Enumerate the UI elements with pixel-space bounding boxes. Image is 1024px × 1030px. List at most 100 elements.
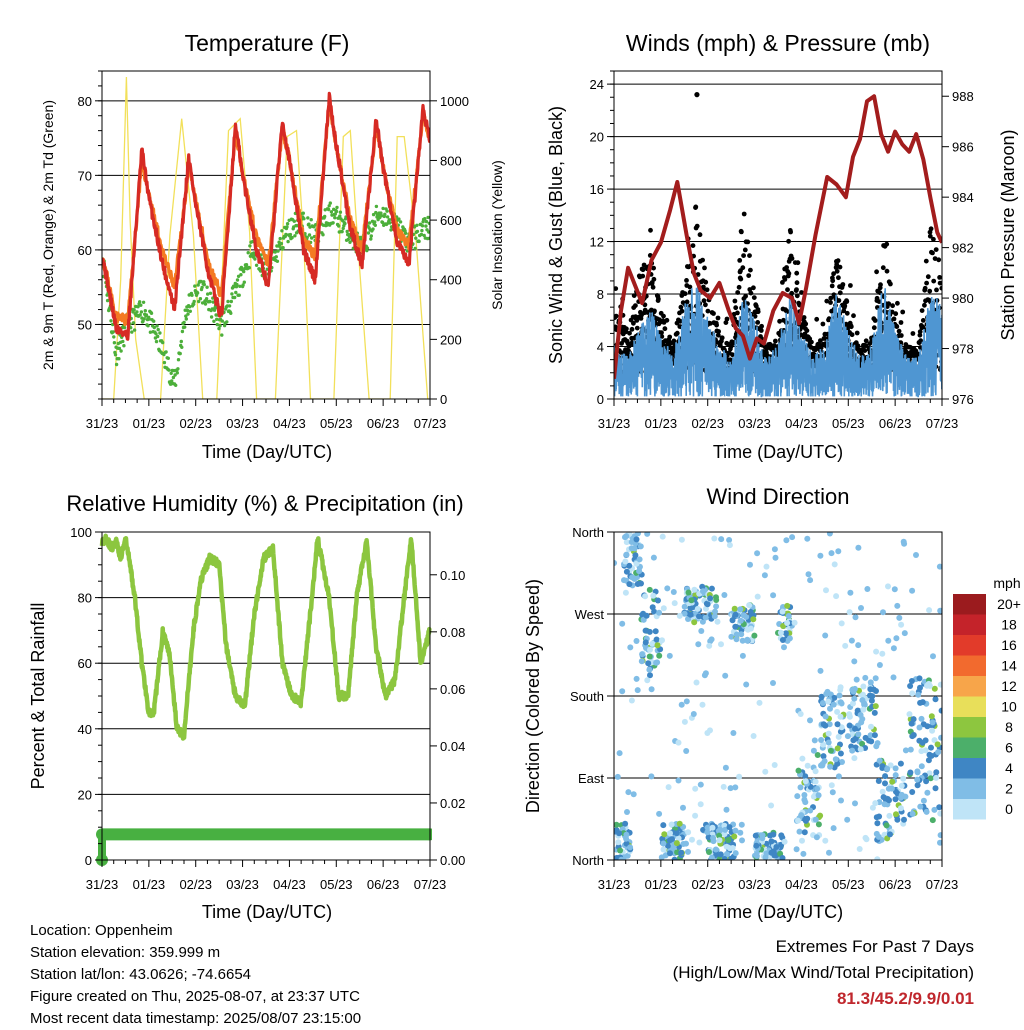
speed-legend-label: 8 bbox=[1005, 719, 1013, 735]
dewpoint-point bbox=[388, 221, 392, 225]
gust-point bbox=[937, 275, 942, 280]
wind-direction-point bbox=[666, 652, 673, 659]
gust-point bbox=[773, 338, 778, 344]
dewpoint-point bbox=[229, 311, 233, 315]
dewpoint-point bbox=[383, 212, 387, 216]
temperature-ytick-right-label: 400 bbox=[440, 273, 462, 288]
humidity-ytick-right-label: 0.08 bbox=[440, 625, 465, 640]
wind-direction-point bbox=[889, 778, 896, 785]
dewpoint-point bbox=[196, 283, 200, 287]
wind-direction-point bbox=[936, 563, 942, 570]
wind-direction-point bbox=[909, 587, 916, 594]
temperature-xtick-label: 03/23 bbox=[226, 416, 259, 431]
wind-direction-point bbox=[754, 593, 761, 600]
gust-point bbox=[746, 273, 752, 278]
gust-point bbox=[640, 273, 646, 279]
winds-ytick-label: 16 bbox=[590, 182, 604, 197]
humidity-ytick-label: 60 bbox=[78, 656, 92, 671]
wind-direction-point bbox=[822, 632, 829, 639]
winds-ytick-right-label: 980 bbox=[952, 291, 974, 306]
dewpoint-point bbox=[343, 221, 347, 226]
wind-direction-point bbox=[739, 637, 746, 644]
temperature-ytick-right-label: 800 bbox=[440, 153, 462, 168]
gust-point bbox=[748, 267, 753, 273]
wind-direction-point bbox=[835, 773, 842, 780]
wind-direction-point bbox=[725, 837, 732, 843]
wind-direction-point bbox=[665, 842, 671, 849]
wind-direction-point bbox=[782, 630, 789, 637]
gust-point bbox=[896, 328, 902, 334]
wind-direction-point bbox=[687, 611, 694, 618]
wind-direction-xtick-label: 31/23 bbox=[598, 877, 631, 892]
gust-point bbox=[872, 318, 878, 323]
gust-point bbox=[707, 321, 713, 326]
wind-direction-point bbox=[932, 785, 939, 792]
dewpoint-point bbox=[310, 236, 314, 240]
wind-direction-point bbox=[860, 683, 867, 690]
wind-direction-point bbox=[747, 561, 753, 568]
gust-point bbox=[898, 333, 904, 338]
wind-direction-point bbox=[831, 694, 838, 701]
wind-direction-point bbox=[931, 806, 938, 813]
dewpoint-point bbox=[292, 219, 296, 223]
humidity-xtick-label: 01/23 bbox=[133, 877, 166, 892]
winds-ytick-label: 12 bbox=[590, 235, 604, 250]
speed-legend-label: 14 bbox=[1001, 658, 1017, 674]
dewpoint-point bbox=[385, 215, 390, 219]
dewpoint-point bbox=[179, 339, 183, 344]
dewpoint-point bbox=[253, 257, 257, 261]
dewpoint-point bbox=[230, 292, 234, 296]
wind-direction-point bbox=[683, 840, 689, 847]
wind-direction-point bbox=[616, 750, 623, 757]
wind-direction-point bbox=[738, 821, 745, 828]
wind-direction-point bbox=[793, 846, 800, 853]
dewpoint-point bbox=[244, 263, 249, 267]
temperature-xlabel: Time (Day/UTC) bbox=[202, 442, 332, 462]
humidity-panel: Relative Humidity (%) & Precipitation (i… bbox=[28, 491, 465, 922]
dewpoint-point bbox=[397, 217, 401, 221]
wind-direction-point bbox=[768, 838, 775, 845]
gust-point bbox=[736, 284, 742, 290]
wind-direction-point bbox=[874, 820, 881, 827]
wind-direction-point bbox=[634, 687, 641, 694]
speed-legend-swatch bbox=[953, 676, 986, 697]
dewpoint-point bbox=[288, 232, 293, 237]
gust-point bbox=[682, 291, 688, 297]
gust-point bbox=[659, 330, 664, 335]
gust-point bbox=[739, 229, 744, 235]
gust-point bbox=[878, 282, 883, 288]
dewpoint-point bbox=[239, 273, 243, 277]
winds-xtick-label: 31/23 bbox=[598, 416, 631, 431]
gust-point bbox=[939, 285, 942, 291]
dewpoint-point bbox=[178, 351, 182, 356]
wind-direction-point bbox=[918, 763, 925, 770]
dewpoint-point bbox=[426, 215, 430, 220]
wind-direction-point bbox=[671, 856, 678, 860]
gust-point bbox=[724, 316, 730, 322]
dewpoint-point bbox=[217, 326, 221, 331]
humidity-xtick-label: 06/23 bbox=[367, 877, 400, 892]
wind-direction-point bbox=[813, 834, 820, 841]
wind-direction-point bbox=[873, 648, 880, 655]
wind-direction-point bbox=[685, 829, 692, 836]
wind-direction-point bbox=[872, 703, 879, 710]
wind-direction-point bbox=[812, 816, 819, 823]
wind-direction-point bbox=[785, 613, 792, 619]
wind-direction-point bbox=[712, 608, 718, 615]
dewpoint-point bbox=[328, 201, 332, 205]
wind-direction-point bbox=[779, 608, 786, 615]
wind-direction-point bbox=[834, 721, 841, 728]
wind-direction-point bbox=[937, 810, 942, 817]
gust-point bbox=[631, 320, 636, 326]
gust-point bbox=[741, 253, 746, 258]
wind-direction-point bbox=[875, 778, 882, 784]
gust-point bbox=[716, 329, 721, 334]
wind-direction-point bbox=[720, 783, 727, 790]
temperature-ylabel: 2m & 9m T (Red, Orange) & 2m Td (Green) bbox=[40, 100, 56, 370]
gust-point bbox=[930, 250, 935, 256]
gust-point bbox=[920, 324, 926, 330]
dewpoint-point bbox=[241, 283, 245, 287]
winds-ytick-label: 8 bbox=[597, 287, 604, 302]
wind-direction-point bbox=[750, 733, 757, 739]
wind-direction-point bbox=[768, 849, 775, 856]
